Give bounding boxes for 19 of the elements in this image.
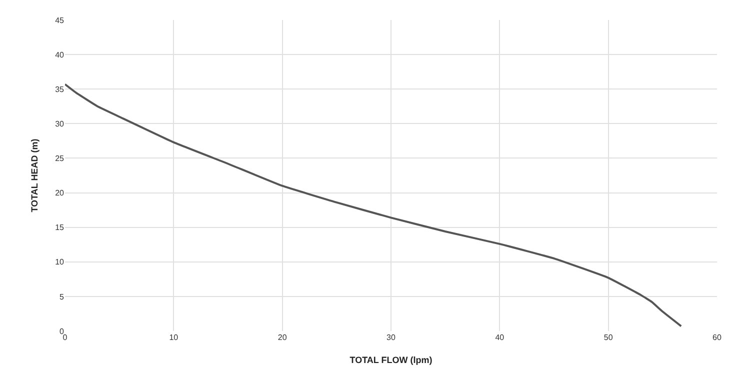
y-tick-label: 20 <box>55 188 65 198</box>
x-tick-label: 20 <box>278 333 288 342</box>
y-tick-label: 15 <box>55 223 65 232</box>
x-tick-label: 50 <box>604 333 614 342</box>
x-tick-label: 30 <box>386 333 396 342</box>
y-tick-label: 25 <box>55 154 65 164</box>
x-tick-label: 10 <box>169 333 179 342</box>
y-tick-label: 5 <box>60 292 65 302</box>
line-series <box>65 83 682 328</box>
x-tick-label: 60 <box>712 333 722 342</box>
y-tick-label: 45 <box>55 16 65 25</box>
y-tick-label: 40 <box>55 50 65 60</box>
y-tick-label: 35 <box>55 84 65 94</box>
x-tick-label: 40 <box>495 333 505 342</box>
y-tick-label: 30 <box>55 119 65 128</box>
y-tick-label: 10 <box>55 258 65 267</box>
x-axis-title: TOTAL FLOW (lpm) <box>350 354 432 365</box>
y-tick-label: 0 <box>60 326 65 336</box>
y-axis-title: TOTAL HEAD (m) <box>29 138 40 212</box>
